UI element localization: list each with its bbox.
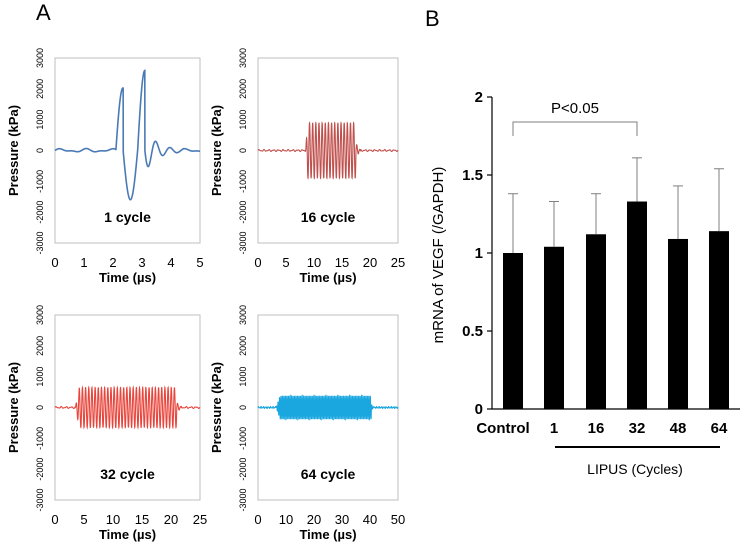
y-tick-label: 2000	[238, 336, 248, 356]
y-tick-label: -3000	[35, 488, 45, 511]
x-tick-label: 20	[164, 512, 178, 527]
x-tick-label: 3	[138, 255, 145, 270]
category-label: 48	[670, 420, 687, 437]
y-tick-label: -1000	[35, 427, 45, 450]
y-tick-label: -2000	[238, 458, 248, 481]
waveform-trace	[257, 393, 399, 422]
x-tick-label: 0	[254, 255, 261, 270]
category-label: 64	[711, 420, 728, 437]
y-tick-label: -1000	[35, 170, 45, 193]
bar-16	[586, 234, 606, 409]
x-tick-label: 10	[307, 255, 321, 270]
waveform-trace	[54, 385, 201, 430]
x-tick-label: 50	[391, 512, 405, 527]
significance-bracket	[512, 121, 638, 136]
bar-48	[668, 238, 688, 409]
bar-1	[544, 246, 564, 409]
x-tick-label: 30	[335, 512, 349, 527]
y-tick-label: 1000	[35, 367, 45, 387]
y-tick-label: -3000	[35, 231, 45, 254]
cycle-label: 32 cycle	[100, 466, 155, 482]
x-axis-label: Time (µs)	[299, 270, 356, 285]
y-tick-label: 2000	[238, 79, 248, 99]
waveform-panel-16-cycle: -3000 -2000 -1000 0 1000 2000 3000 0 5 10 15 20 25 Ti…	[209, 48, 405, 285]
y-tick-label: 2	[475, 89, 483, 106]
y-tick-label: 1000	[238, 110, 248, 130]
cycle-label: 64 cycle	[301, 466, 356, 482]
x-tick-label: 0	[51, 255, 58, 270]
y-tick-label: 0	[238, 405, 248, 410]
y-axis-label: Pressure (kPa)	[6, 362, 21, 453]
x-axis-label: Time (µs)	[99, 527, 156, 542]
y-axis-label: mRNA of VEGF (/GAPDH)	[430, 167, 447, 344]
x-tick-label: 20	[307, 512, 321, 527]
waveform-panel-32-cycle: -3000 -2000 -1000 0 1000 2000 3000 0 5 10 15 20 25 Ti…	[6, 305, 207, 542]
x-tick-label: 25	[391, 255, 405, 270]
waveform-trace	[54, 69, 201, 201]
y-tick-label: 3000	[35, 48, 45, 68]
y-tick-label: -2000	[35, 201, 45, 224]
y-tick-label: -1000	[238, 427, 248, 450]
x-tick-label: 10	[279, 512, 293, 527]
y-tick-label: -2000	[35, 458, 45, 481]
x-tick-label: 1	[80, 255, 87, 270]
cycle-label: 16 cycle	[301, 209, 356, 225]
x-tick-label: 0	[51, 512, 58, 527]
bar-32	[627, 201, 647, 409]
significance-label: P<0.05	[551, 100, 599, 117]
y-tick-label: -3000	[238, 488, 248, 511]
panel-b-letter: B	[425, 6, 440, 31]
category-label: 1	[550, 420, 558, 437]
x-axis-label: Time (µs)	[299, 527, 356, 542]
waveform-panel-64-cycle: -3000 -2000 -1000 0 1000 2000 3000 0 10 20 30 40 50 T…	[209, 305, 405, 542]
y-tick-label: 2000	[35, 336, 45, 356]
x-tick-label: 0	[254, 512, 261, 527]
y-axis-label: Pressure (kPa)	[209, 105, 224, 196]
x-tick-label: 15	[135, 512, 149, 527]
y-tick-label: -2000	[238, 201, 248, 224]
x-tick-label: 5	[282, 255, 289, 270]
y-tick-label: 0	[35, 148, 45, 153]
x-tick-label: 5	[80, 512, 87, 527]
category-label: 16	[588, 420, 605, 437]
y-tick-label: 3000	[238, 305, 248, 325]
y-tick-label: 3000	[238, 48, 248, 68]
y-tick-label: 0	[238, 148, 248, 153]
x-tick-label: 10	[106, 512, 120, 527]
x-tick-label: 40	[363, 512, 377, 527]
vegf-bar-chart: 0 0.5 1 1.5 2 Control 1 16 32 48 64 P<0.05 LIPUS (Cy…	[430, 89, 740, 477]
y-tick-label: 0.5	[462, 323, 483, 340]
y-tick-label: -1000	[238, 170, 248, 193]
panel-a-letter: A	[36, 0, 51, 25]
y-tick-label: 0	[35, 405, 45, 410]
cycle-label: 1 cycle	[104, 209, 151, 225]
category-label: Control	[476, 420, 529, 437]
x-tick-label: 20	[363, 255, 377, 270]
x-tick-label: 25	[193, 512, 207, 527]
y-tick-label: 3000	[35, 305, 45, 325]
y-tick-label: 1000	[238, 367, 248, 387]
waveform-panel-1-cycle: -3000 -2000 -1000 0 1000 2000 3000 0 1 2 3 4 5 Time (…	[6, 48, 204, 285]
y-axis-label: Pressure (kPa)	[209, 362, 224, 453]
x-tick-label: 2	[109, 255, 116, 270]
y-tick-label: 1.5	[462, 167, 483, 184]
category-label: 32	[629, 420, 646, 437]
x-tick-label: 4	[167, 255, 174, 270]
bar-64	[709, 231, 729, 409]
y-tick-label: 1000	[35, 110, 45, 130]
y-tick-label: 1	[475, 245, 483, 262]
y-tick-label: 2000	[35, 79, 45, 99]
waveform-trace	[257, 121, 399, 180]
y-tick-label: -3000	[238, 231, 248, 254]
lipus-group-label: LIPUS (Cycles)	[587, 461, 683, 477]
x-tick-label: 5	[196, 255, 203, 270]
x-tick-label: 15	[335, 255, 349, 270]
x-axis-label: Time (µs)	[99, 270, 156, 285]
y-axis-label: Pressure (kPa)	[6, 105, 21, 196]
y-tick-label: 0	[475, 401, 483, 418]
bar-control	[503, 253, 523, 409]
